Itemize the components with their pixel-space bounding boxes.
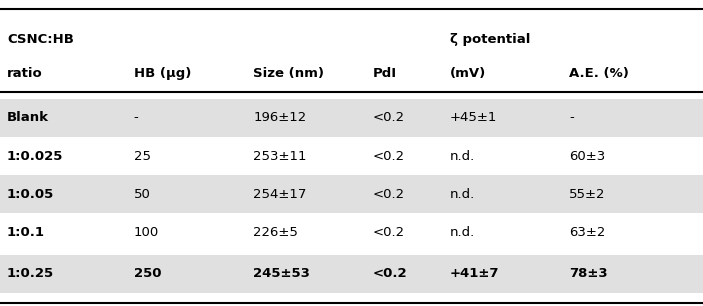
Text: 250: 250 bbox=[134, 267, 161, 280]
Text: 253±11: 253±11 bbox=[253, 150, 307, 162]
Text: 50: 50 bbox=[134, 188, 150, 201]
Text: 100: 100 bbox=[134, 226, 159, 239]
Text: -: - bbox=[569, 111, 574, 124]
Text: n.d.: n.d. bbox=[450, 226, 475, 239]
Text: 196±12: 196±12 bbox=[253, 111, 307, 124]
FancyBboxPatch shape bbox=[0, 255, 703, 293]
FancyBboxPatch shape bbox=[0, 99, 703, 137]
Text: 25: 25 bbox=[134, 150, 150, 162]
Text: CSNC:HB: CSNC:HB bbox=[7, 33, 74, 46]
Text: ratio: ratio bbox=[7, 67, 43, 80]
Text: 1:0.05: 1:0.05 bbox=[7, 188, 54, 201]
Text: Blank: Blank bbox=[7, 111, 49, 124]
Text: A.E. (%): A.E. (%) bbox=[569, 67, 629, 80]
Text: n.d.: n.d. bbox=[450, 188, 475, 201]
Text: 55±2: 55±2 bbox=[569, 188, 606, 201]
Text: -: - bbox=[134, 111, 138, 124]
Text: 226±5: 226±5 bbox=[253, 226, 298, 239]
Text: +41±7: +41±7 bbox=[450, 267, 499, 280]
Text: HB (μg): HB (μg) bbox=[134, 67, 191, 80]
Text: 1:0.1: 1:0.1 bbox=[7, 226, 45, 239]
Text: (mV): (mV) bbox=[450, 67, 486, 80]
Text: 1:0.25: 1:0.25 bbox=[7, 267, 54, 280]
Text: 78±3: 78±3 bbox=[569, 267, 608, 280]
Text: <0.2: <0.2 bbox=[373, 111, 405, 124]
Text: 245±53: 245±53 bbox=[253, 267, 310, 280]
Text: Size (nm): Size (nm) bbox=[253, 67, 324, 80]
Text: ζ potential: ζ potential bbox=[450, 33, 530, 46]
Text: <0.2: <0.2 bbox=[373, 188, 405, 201]
Text: <0.2: <0.2 bbox=[373, 226, 405, 239]
Text: n.d.: n.d. bbox=[450, 150, 475, 162]
Text: 63±2: 63±2 bbox=[569, 226, 606, 239]
Text: <0.2: <0.2 bbox=[373, 267, 407, 280]
FancyBboxPatch shape bbox=[0, 175, 703, 214]
Text: +45±1: +45±1 bbox=[450, 111, 497, 124]
Text: 254±17: 254±17 bbox=[253, 188, 307, 201]
Text: 1:0.025: 1:0.025 bbox=[7, 150, 63, 162]
Text: <0.2: <0.2 bbox=[373, 150, 405, 162]
Text: PdI: PdI bbox=[373, 67, 396, 80]
Text: 60±3: 60±3 bbox=[569, 150, 606, 162]
